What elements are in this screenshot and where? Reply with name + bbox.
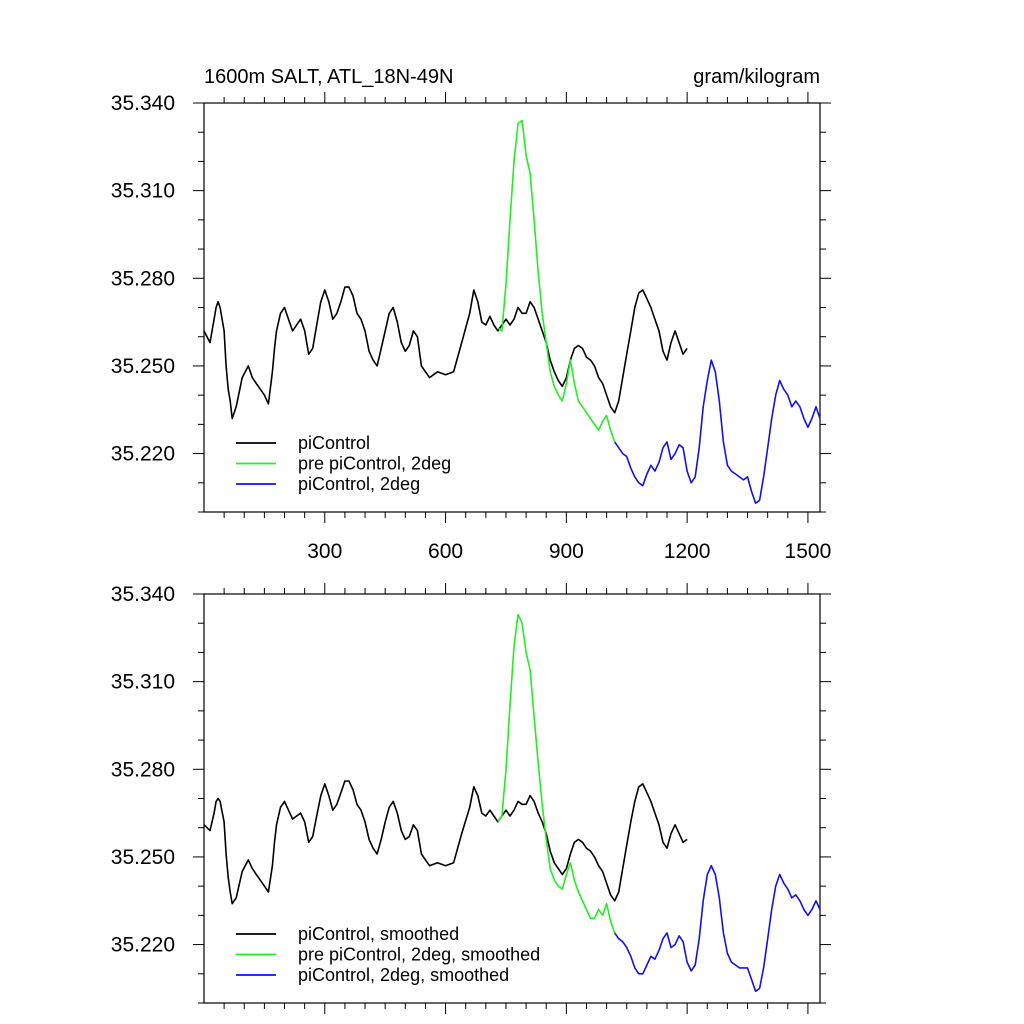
- x-tick-label: 300: [307, 540, 342, 563]
- y-tick-label: 35.280: [111, 267, 175, 290]
- series-line-2: [497, 613, 616, 934]
- y-tick-label: 35.310: [111, 671, 175, 694]
- y-tick-label: 35.250: [111, 355, 175, 378]
- x-tick-label: 900: [549, 540, 584, 563]
- chart-title: 1600m SALT, ATL_18N-49N: [204, 66, 453, 88]
- series-line-3: [614, 359, 821, 504]
- y-tick-label: 35.250: [111, 846, 175, 869]
- series-line-1: [203, 780, 688, 905]
- bottom-panel: 35.220 35.250 35.280 35.310 35.340 piControl,…: [111, 583, 831, 1014]
- x-tick-label: 1500: [785, 540, 832, 563]
- legend-label: piControl, 2deg, smoothed: [298, 965, 509, 985]
- series-line-2: [497, 119, 616, 443]
- x-tick-label: 600: [428, 540, 463, 563]
- y-tick-label: 35.280: [111, 758, 175, 781]
- units-label: gram/kilogram: [693, 66, 820, 88]
- plot-frame: [203, 593, 821, 1004]
- y-tick-label: 35.310: [111, 180, 175, 203]
- series-line-3: [614, 864, 821, 993]
- legend-label: piControl: [298, 433, 370, 453]
- legend-label: pre piControl, 2deg: [298, 454, 451, 474]
- legend-label: pre piControl, 2deg, smoothed: [298, 945, 540, 965]
- y-tick-label: 35.340: [111, 583, 175, 606]
- top-panel: 1600m SALT, ATL_18N-49N gram/kilogram 30…: [111, 66, 832, 563]
- series-line-1: [203, 286, 688, 420]
- x-tick-label: 1200: [664, 540, 711, 563]
- y-tick-label: 35.220: [111, 934, 175, 957]
- legend-label: piControl, 2deg: [298, 474, 420, 494]
- plot-frame: [203, 102, 821, 513]
- legend-label: piControl, smoothed: [298, 924, 459, 944]
- y-tick-label: 35.340: [111, 92, 175, 115]
- y-tick-label: 35.220: [111, 443, 175, 466]
